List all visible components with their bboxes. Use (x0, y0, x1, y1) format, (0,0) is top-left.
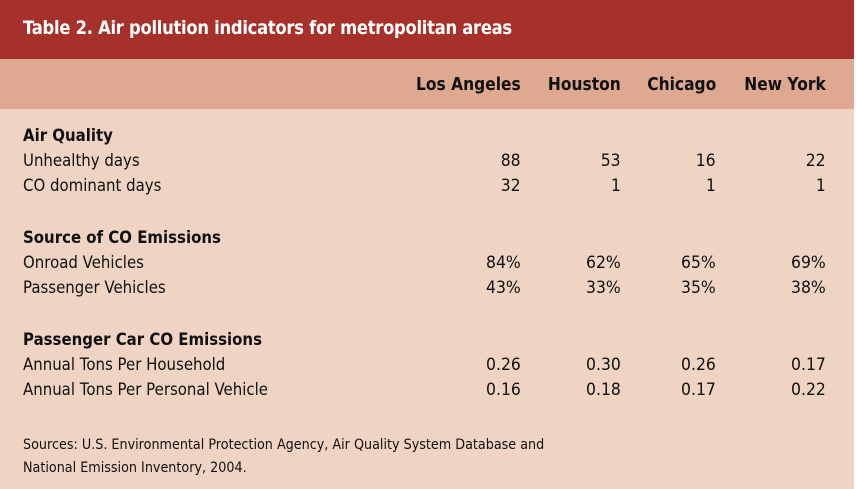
table-cell: 0.17 (791, 355, 826, 375)
table-cell: 43% (486, 278, 521, 298)
table-cell: 32 (501, 176, 521, 196)
table-cell: 16 (696, 151, 716, 171)
column-header-houston: Houston (548, 74, 621, 95)
row-label: Annual Tons Per Household (23, 355, 226, 375)
source-note-line-2: National Emission Inventory, 2004. (23, 460, 247, 476)
table-cell: 0.22 (791, 380, 826, 400)
row-label: CO dominant days (23, 176, 162, 196)
row-label: Unhealthy days (23, 151, 140, 171)
table-cell: 22 (806, 151, 826, 171)
table-cell: 88 (501, 151, 521, 171)
table-cell: 62% (586, 253, 621, 273)
table-cell: 1 (611, 176, 621, 196)
row-label: Onroad Vehicles (23, 253, 144, 273)
section-heading-passenger-car-co-emissions: Passenger Car CO Emissions (23, 330, 262, 350)
row-label: Passenger Vehicles (23, 278, 166, 298)
table-cell: 1 (706, 176, 716, 196)
table-cell: 0.17 (681, 380, 716, 400)
table-title: Table 2. Air pollution indicators for me… (23, 17, 512, 39)
column-header-chicago: Chicago (646, 74, 716, 95)
table-cell: 65% (681, 253, 716, 273)
table-cell: 38% (791, 278, 826, 298)
section-heading-source-of-co-emissions: Source of CO Emissions (23, 228, 221, 248)
column-header-los-angeles: Los Angeles (416, 74, 521, 95)
section-heading-air-quality: Air Quality (23, 126, 113, 146)
column-header-row (0, 59, 854, 109)
source-note: Sources: U.S. Environmental Protection A… (23, 434, 639, 480)
table-cell: 0.26 (486, 355, 521, 375)
table-cell: 0.18 (586, 380, 621, 400)
table-cell: 33% (586, 278, 621, 298)
table-cell: 0.16 (486, 380, 521, 400)
source-note-line-1: Sources: U.S. Environmental Protection A… (23, 437, 545, 453)
title-bar: Table 2. Air pollution indicators for me… (0, 0, 854, 59)
table-cell: 53 (601, 151, 621, 171)
table-cell: 84% (486, 253, 521, 273)
table-cell: 69% (791, 253, 826, 273)
table-cell: 35% (681, 278, 716, 298)
column-header-new-york: New York (744, 74, 826, 95)
table-cell: 1 (816, 176, 826, 196)
row-label: Annual Tons Per Personal Vehicle (23, 380, 268, 400)
table-cell: 0.30 (586, 355, 621, 375)
table-cell: 0.26 (681, 355, 716, 375)
